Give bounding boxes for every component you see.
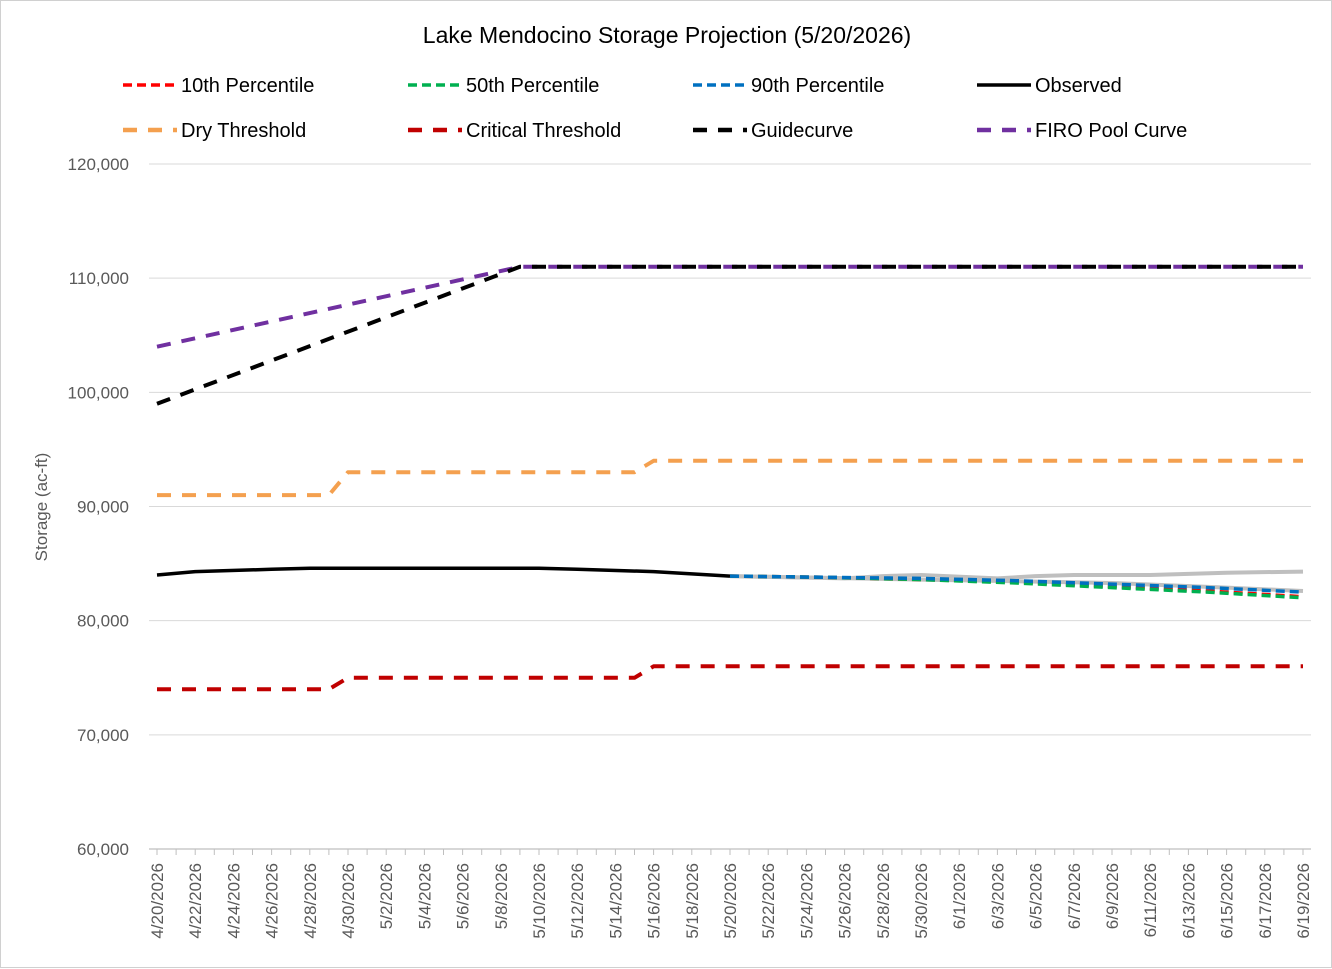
x-tick-label: 5/26/2026 [836,863,855,939]
legend-label: 90th Percentile [751,75,884,97]
series-line-guidecurve [156,264,1303,406]
x-tick-label: 5/12/2026 [568,863,587,939]
x-tick-label: 6/7/2026 [1065,863,1084,929]
series-line-dry-threshold [157,458,1303,498]
x-axis [149,848,1311,855]
y-axis-title: Storage (ac-ft) [32,453,51,562]
x-tick-label: 4/26/2026 [263,863,282,939]
x-tick-label: 4/22/2026 [186,863,205,939]
y-tick-label: 70,000 [77,726,129,745]
legend-item-90th-percentile: 90th Percentile [693,75,884,97]
legend-item-guidecurve: Guidecurve [693,120,853,142]
y-tick-label: 120,000 [68,155,129,174]
x-tick-label: 5/10/2026 [530,863,549,939]
x-tick-label: 4/28/2026 [301,863,320,939]
x-tick-label: 6/11/2026 [1141,863,1160,937]
x-tick-label: 5/2/2026 [377,863,396,929]
x-tick-label: 5/24/2026 [797,863,816,939]
legend: 10th Percentile 50th Percentile 90th Perce… [123,75,1187,142]
x-tick-label: 4/30/2026 [339,863,358,939]
x-tick-label: 5/8/2026 [492,863,511,929]
y-tick-label: 100,000 [68,383,129,402]
y-tick-label: 60,000 [77,840,129,859]
legend-label: Dry Threshold [181,120,306,142]
x-tick-label: 5/4/2026 [415,863,434,929]
y-tick-labels: 60,000 70,000 80,000 90,000 100,000 110,000 12… [68,155,129,859]
series-line-firo-pool-curve [156,264,1303,349]
x-tick-label: 4/24/2026 [224,863,243,939]
x-tick-label: 5/18/2026 [683,863,702,939]
x-tick-label: 4/20/2026 [148,863,167,939]
x-tick-label: 6/13/2026 [1179,863,1198,939]
legend-label: FIRO Pool Curve [1035,120,1187,142]
x-tick-label: 5/16/2026 [645,863,664,939]
x-tick-label: 6/1/2026 [950,863,969,929]
legend-item-dry-threshold: Dry Threshold [123,120,306,142]
legend-item-critical-threshold: Critical Threshold [408,120,621,142]
x-tick-label: 5/22/2026 [759,863,778,939]
legend-label: 50th Percentile [466,75,599,97]
x-tick-labels: 4/20/2026 4/22/2026 4/24/2026 4/26/2026 4/28… [148,863,1313,939]
x-tick-label: 6/9/2026 [1103,863,1122,929]
y-tick-label: 110,000 [69,269,129,288]
legend-label: Observed [1035,75,1122,97]
x-tick-label: 5/30/2026 [912,863,931,939]
legend-label: 10th Percentile [181,75,314,97]
series-line-observed [156,566,731,578]
legend-label: Guidecurve [751,120,853,142]
plot-lines [156,264,1304,692]
legend-item-firo-pool-curve: FIRO Pool Curve [977,120,1187,142]
series-line-critical-threshold [157,664,1303,692]
chart-title: Lake Mendocino Storage Projection (5/20/… [423,22,911,48]
series-line-90th-percentile [729,574,1304,594]
x-tick-label: 6/15/2026 [1218,863,1237,939]
x-tick-label: 5/28/2026 [874,863,893,939]
x-tick-label: 6/3/2026 [988,863,1007,929]
x-tick-label: 5/20/2026 [721,863,740,939]
x-tick-label: 6/5/2026 [1027,863,1046,929]
legend-item-10th-percentile: 10th Percentile [123,75,314,97]
x-tick-label: 6/17/2026 [1256,863,1275,939]
x-tick-label: 5/6/2026 [454,863,473,929]
y-tick-label: 90,000 [77,498,129,517]
legend-label: Critical Threshold [466,120,621,142]
gridlines [149,163,1311,736]
x-tick-label: 5/14/2026 [606,863,625,939]
x-tick-label: 6/19/2026 [1294,863,1313,939]
y-tick-label: 80,000 [77,612,129,631]
legend-item-50th-percentile: 50th Percentile [408,75,599,97]
legend-item-observed: Observed [977,75,1122,97]
series-line-50th-percentile [729,574,1304,600]
